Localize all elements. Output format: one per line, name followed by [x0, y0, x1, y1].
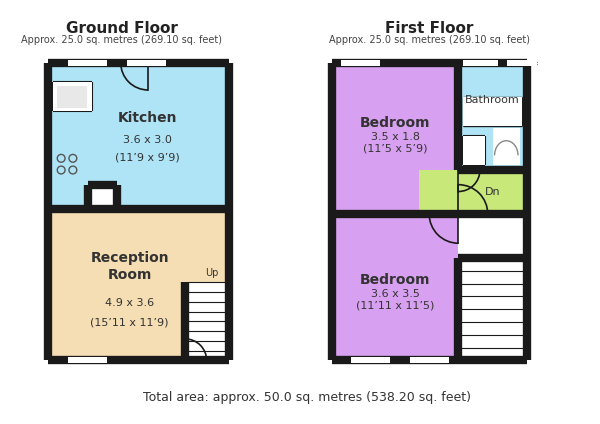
Bar: [463, 60, 497, 66]
Bar: [332, 214, 458, 360]
Text: Approx. 25.0 sq. metres (269.10 sq. feet): Approx. 25.0 sq. metres (269.10 sq. feet…: [21, 35, 222, 45]
Text: Dn: Dn: [485, 187, 500, 197]
Bar: [493, 128, 520, 165]
Text: Bedroom: Bedroom: [360, 116, 430, 130]
Bar: [341, 60, 380, 66]
Text: 4.9 x 3.6: 4.9 x 3.6: [105, 298, 154, 308]
Bar: [57, 86, 86, 108]
Bar: [410, 357, 449, 363]
Bar: [463, 97, 522, 126]
Text: Total area: approx. 50.0 sq. metres (538.20 sq. feet): Total area: approx. 50.0 sq. metres (538…: [143, 391, 471, 404]
Text: (11’11 x 11’5): (11’11 x 11’5): [356, 300, 434, 310]
Bar: [419, 170, 527, 214]
Text: 3.5 x 1.8: 3.5 x 1.8: [371, 132, 419, 142]
Bar: [88, 185, 117, 209]
Text: Bedroom: Bedroom: [360, 273, 430, 287]
Bar: [127, 60, 166, 66]
Bar: [332, 63, 458, 214]
Bar: [49, 63, 229, 209]
Bar: [458, 258, 527, 360]
Text: (15’11 x 11’9): (15’11 x 11’9): [91, 318, 169, 328]
Text: First Floor: First Floor: [385, 21, 473, 36]
Text: Bathroom: Bathroom: [465, 95, 520, 105]
Bar: [507, 60, 536, 66]
Bar: [351, 357, 390, 363]
Bar: [185, 282, 229, 360]
Bar: [463, 136, 485, 165]
Text: (11’5 x 5’9): (11’5 x 5’9): [363, 144, 427, 153]
Bar: [49, 209, 229, 360]
Text: Kitchen: Kitchen: [118, 111, 178, 125]
Bar: [458, 63, 527, 170]
Text: Up: Up: [205, 268, 218, 279]
Text: Ground Floor: Ground Floor: [66, 21, 178, 36]
Bar: [68, 357, 107, 363]
Text: 3.6 x 3.0: 3.6 x 3.0: [124, 135, 172, 145]
Text: Reception
Room: Reception Room: [91, 251, 169, 282]
Text: 3.6 x 3.5: 3.6 x 3.5: [371, 288, 419, 298]
Text: (11’9 x 9’9): (11’9 x 9’9): [115, 153, 180, 163]
Bar: [53, 82, 92, 112]
Text: Approx. 25.0 sq. metres (269.10 sq. feet): Approx. 25.0 sq. metres (269.10 sq. feet…: [329, 35, 530, 45]
Bar: [68, 60, 107, 66]
